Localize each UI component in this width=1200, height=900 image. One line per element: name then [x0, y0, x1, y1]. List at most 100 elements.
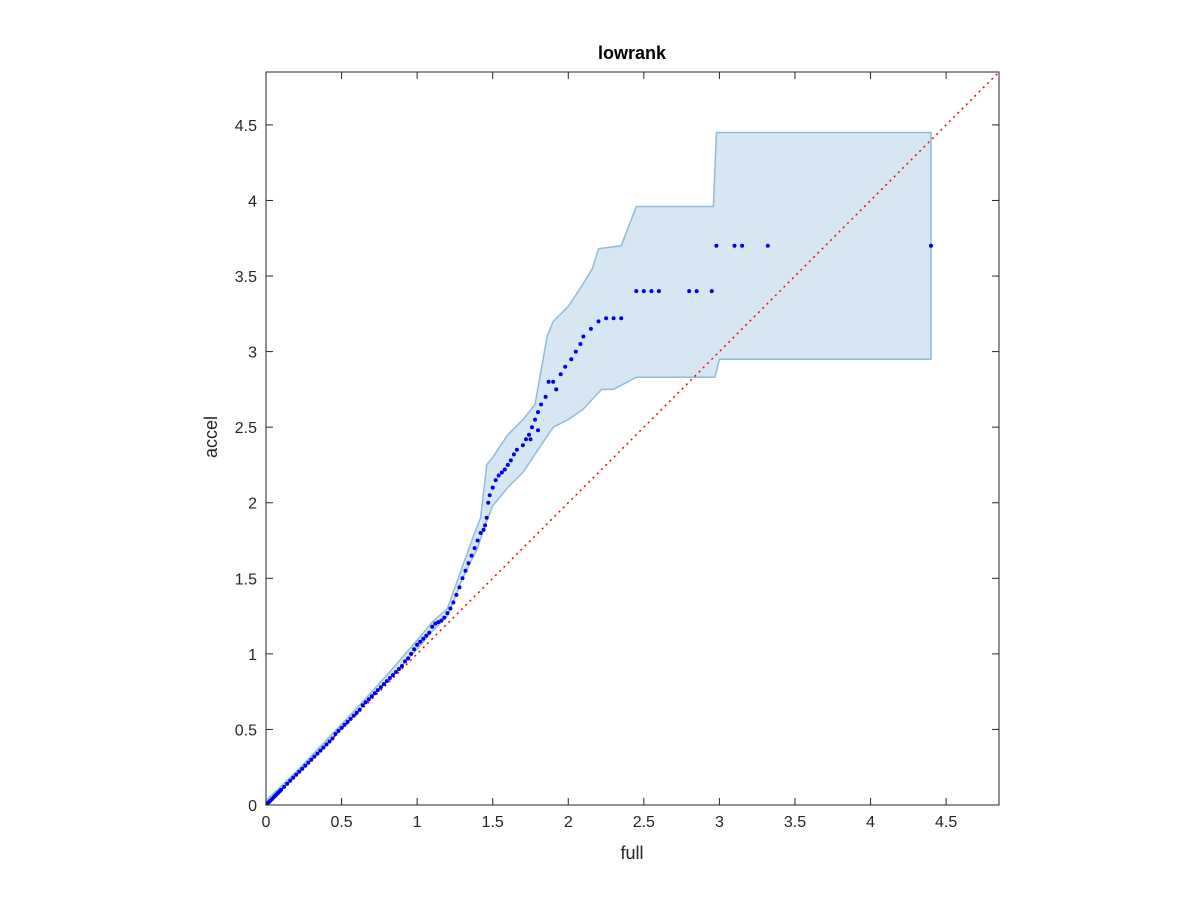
data-point [490, 485, 495, 490]
data-point [551, 379, 556, 384]
y-tick-label: 1.5 [235, 571, 257, 588]
data-point [342, 722, 347, 727]
data-point [363, 700, 368, 705]
data-point [288, 778, 293, 783]
data-point [430, 624, 435, 629]
y-tick-label: 4 [248, 193, 257, 210]
x-tick-label: 4.5 [935, 814, 957, 831]
y-tick-label: 2 [248, 496, 257, 513]
data-point [354, 710, 359, 715]
data-point [369, 694, 374, 699]
data-point [709, 289, 714, 294]
data-point [528, 437, 533, 442]
data-point [558, 372, 563, 377]
data-point [403, 659, 407, 664]
data-point [387, 676, 392, 680]
data-point [351, 713, 356, 718]
data-point [505, 462, 510, 467]
data-point [297, 769, 302, 774]
data-point [533, 417, 537, 422]
x-tick-label: 3 [715, 814, 724, 831]
data-point [478, 531, 483, 535]
y-tick-label: 3 [248, 345, 257, 362]
data-point [427, 630, 432, 635]
data-point [732, 243, 737, 248]
data-point [366, 697, 371, 702]
data-point [508, 458, 513, 463]
y-tick-label: 0 [248, 798, 257, 815]
data-point [409, 651, 414, 656]
data-point [581, 334, 586, 339]
data-point [527, 432, 531, 437]
data-point [357, 707, 362, 712]
data-point [397, 667, 401, 671]
x-tick-label: 1.5 [482, 814, 504, 831]
x-tick-label: 1 [413, 814, 422, 831]
data-point [569, 357, 574, 362]
data-point [451, 600, 456, 605]
data-point [619, 316, 624, 321]
x-tick-label: 0.5 [330, 814, 352, 831]
data-point [294, 772, 299, 777]
data-point [611, 316, 616, 321]
data-point [330, 736, 335, 741]
confidence-band [265, 131, 932, 806]
data-point [765, 243, 770, 248]
data-point [714, 243, 719, 248]
data-point [539, 402, 544, 407]
data-point [588, 326, 593, 331]
data-point [400, 664, 404, 668]
data-point [421, 636, 426, 641]
data-point [306, 760, 311, 765]
data-point [394, 670, 398, 674]
data-point [520, 443, 525, 448]
data-point [348, 716, 353, 721]
data-point [448, 606, 453, 611]
data-point [563, 364, 568, 369]
data-point [493, 478, 498, 483]
y-tick-label: 0.5 [235, 722, 257, 739]
data-point [475, 538, 480, 543]
data-point [641, 289, 646, 294]
data-point [687, 289, 692, 294]
data-point [486, 500, 491, 505]
data-point [318, 748, 323, 753]
x-tick-label: 3.5 [784, 814, 806, 831]
data-point [596, 319, 601, 324]
data-point [339, 725, 344, 730]
data-point [415, 642, 420, 647]
data-point [384, 679, 389, 684]
data-point [483, 523, 488, 528]
data-point [324, 742, 329, 747]
data-point [279, 787, 284, 792]
data-point [481, 527, 486, 532]
data-point [487, 493, 492, 498]
data-point [484, 515, 489, 520]
reference-diagonal-line [265, 71, 1000, 806]
data-point [418, 639, 423, 644]
data-point [496, 473, 501, 478]
data-point [360, 703, 365, 708]
data-point [282, 784, 287, 789]
data-point [460, 576, 465, 581]
x-axis-label: full [620, 843, 643, 863]
x-tick-label: 0 [262, 814, 271, 831]
data-point [514, 447, 519, 452]
data-point [469, 553, 474, 558]
data-point [929, 243, 933, 248]
data-point [439, 618, 444, 623]
data-point [511, 452, 516, 457]
data-point [445, 611, 450, 616]
data-point [502, 467, 507, 472]
data-point [300, 766, 305, 771]
data-point [345, 719, 350, 724]
data-point [546, 379, 551, 384]
data-point [381, 682, 386, 687]
x-tick-label: 4 [866, 814, 875, 831]
data-point [499, 470, 504, 475]
x-tick-label: 2 [564, 814, 573, 831]
data-point [466, 561, 471, 566]
data-point [327, 739, 332, 744]
data-point [285, 781, 290, 786]
x-tick-label: 2.5 [633, 814, 655, 831]
